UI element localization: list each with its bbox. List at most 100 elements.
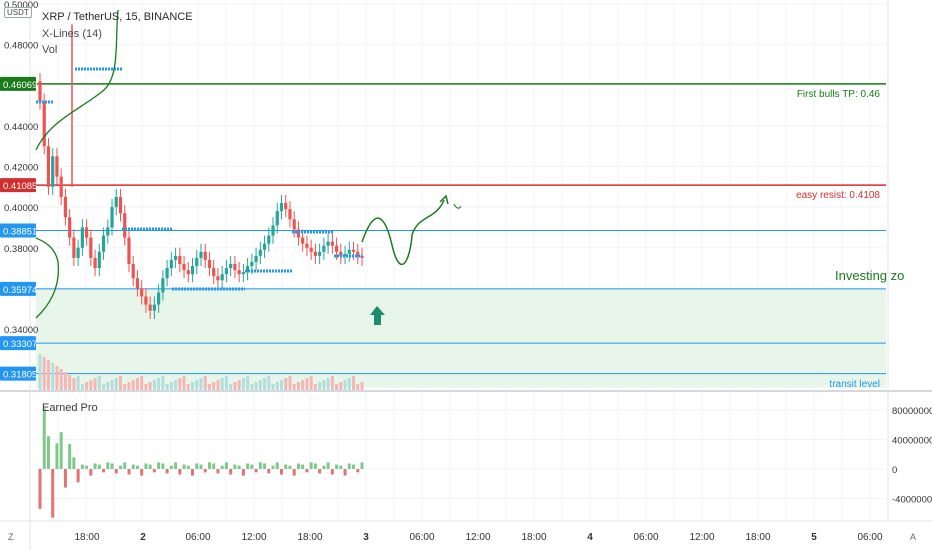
candle[interactable] [97, 251, 101, 269]
candle[interactable] [123, 213, 127, 238]
candle[interactable] [318, 251, 322, 256]
candle[interactable] [89, 237, 93, 258]
sub-pane-title[interactable]: Earned Pro [42, 402, 98, 414]
candle[interactable] [42, 101, 46, 147]
volume-bar [326, 378, 330, 390]
candle[interactable] [148, 304, 152, 311]
candle[interactable] [313, 251, 317, 256]
candle[interactable] [165, 268, 169, 279]
candle[interactable] [169, 259, 173, 269]
candle[interactable] [203, 251, 207, 260]
price-level-badge[interactable] [0, 336, 36, 351]
candle[interactable] [229, 264, 233, 269]
candle[interactable] [161, 278, 165, 293]
candle[interactable] [152, 304, 156, 311]
candle[interactable] [258, 249, 262, 256]
volume-label[interactable]: Vol [42, 44, 58, 56]
volume-bar [63, 372, 67, 390]
time-tick-label: 12:00 [465, 532, 490, 543]
candle[interactable] [63, 196, 68, 218]
candle[interactable] [220, 274, 224, 281]
candle[interactable] [334, 245, 339, 252]
candle[interactable] [178, 255, 182, 264]
price-level-badge-label: 0.38851 [3, 226, 37, 237]
candle[interactable] [309, 247, 313, 252]
candle[interactable] [347, 249, 351, 254]
candle[interactable] [106, 227, 110, 236]
candle[interactable] [330, 241, 334, 246]
candle[interactable] [76, 247, 80, 258]
candle[interactable] [118, 196, 123, 214]
candle[interactable] [271, 225, 275, 236]
candle[interactable] [292, 219, 296, 230]
candle[interactable] [212, 268, 216, 277]
candle[interactable] [351, 249, 356, 252]
candle[interactable] [80, 227, 84, 248]
candle[interactable] [284, 203, 288, 210]
candle[interactable] [131, 264, 135, 279]
candle[interactable] [72, 237, 76, 258]
candle[interactable] [322, 245, 326, 252]
candle[interactable] [262, 243, 267, 250]
candle[interactable] [38, 81, 42, 102]
candle[interactable] [68, 217, 72, 238]
candle[interactable] [279, 203, 284, 212]
candle[interactable] [85, 227, 89, 238]
candle[interactable] [114, 196, 118, 208]
price-level-badge[interactable] [0, 366, 36, 381]
candle[interactable] [144, 296, 148, 305]
candle[interactable] [275, 211, 279, 226]
candle[interactable] [288, 209, 292, 220]
volume-bar [144, 384, 148, 390]
indicator-label[interactable]: X-Lines (14) [42, 28, 102, 40]
candle[interactable] [135, 278, 140, 289]
price-level-badge[interactable] [0, 281, 36, 296]
candle[interactable] [127, 237, 131, 264]
candle[interactable] [296, 229, 301, 238]
candle[interactable] [241, 272, 245, 275]
candle[interactable] [59, 176, 63, 197]
candle[interactable] [246, 266, 250, 273]
histogram-bar [360, 462, 364, 469]
candle[interactable] [93, 257, 97, 269]
candle[interactable] [186, 270, 190, 275]
currency-badge[interactable]: USDT [4, 7, 32, 18]
candle[interactable] [326, 241, 330, 246]
candle[interactable] [343, 253, 347, 256]
price-level-badge[interactable] [0, 178, 36, 193]
candle[interactable] [190, 266, 195, 275]
candle[interactable] [182, 264, 186, 271]
candle[interactable] [233, 264, 237, 271]
candle[interactable] [250, 261, 254, 267]
candle[interactable] [305, 243, 309, 248]
candle[interactable] [55, 156, 59, 177]
candle[interactable] [301, 237, 305, 244]
candle[interactable] [216, 276, 220, 281]
candle[interactable] [157, 292, 161, 305]
candle[interactable] [101, 235, 106, 252]
candle[interactable] [173, 255, 178, 260]
price-level-badge[interactable] [0, 76, 36, 91]
candle[interactable] [267, 235, 271, 244]
candle[interactable] [237, 270, 241, 275]
candle[interactable] [207, 259, 212, 269]
histogram-bar [144, 463, 148, 469]
candle[interactable] [110, 207, 114, 228]
price-level-badge-label: 0.33307 [3, 339, 37, 350]
candle[interactable] [195, 257, 199, 267]
candle[interactable] [356, 251, 360, 256]
zoom-button[interactable]: Z [8, 532, 14, 542]
volume-bar [322, 380, 326, 390]
candle[interactable] [339, 251, 343, 256]
candle[interactable] [254, 255, 258, 262]
price-level-badge[interactable] [0, 223, 36, 238]
candle[interactable] [224, 268, 229, 275]
candle[interactable] [199, 251, 203, 258]
auto-scale-button[interactable]: A [910, 532, 916, 542]
price-level-badge-label: 0.31805 [3, 370, 37, 381]
candle[interactable] [46, 146, 51, 187]
candle[interactable] [140, 288, 144, 297]
candle[interactable] [51, 156, 55, 187]
